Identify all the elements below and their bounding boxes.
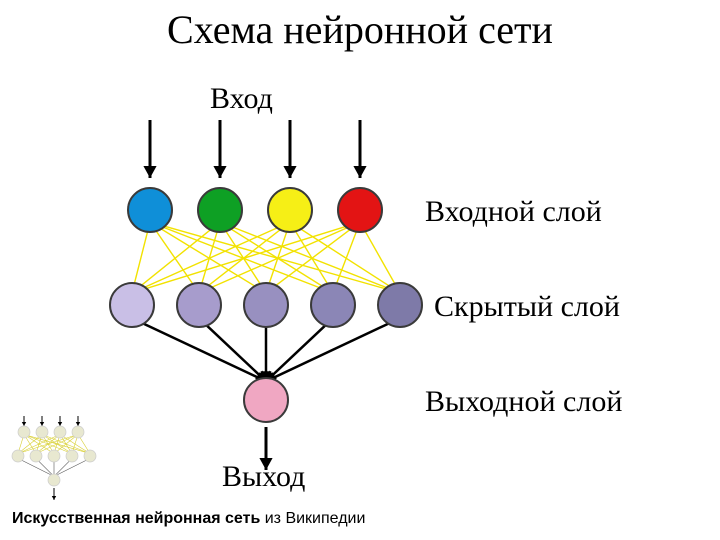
network-diagram [0,0,720,540]
